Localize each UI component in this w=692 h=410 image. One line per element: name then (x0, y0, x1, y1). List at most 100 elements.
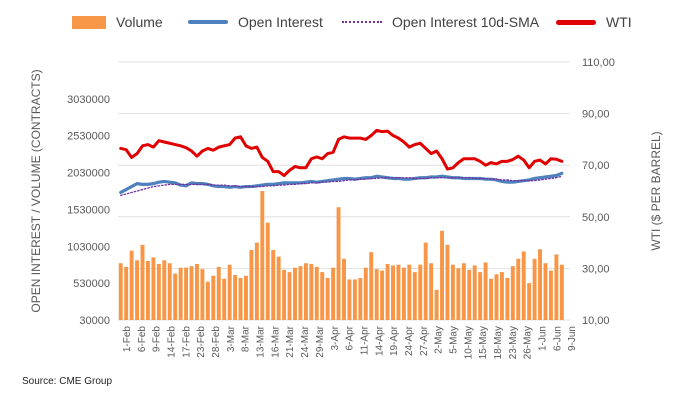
volume-bar (189, 266, 194, 320)
volume-bar (418, 264, 423, 320)
volume-bar (499, 272, 504, 320)
right-axis-tick-label: 90,00 (582, 109, 610, 121)
left-axis-tick-label: 530000 (73, 278, 110, 290)
volume-bar (282, 269, 287, 320)
volume-bar (538, 249, 543, 320)
volume-bar (276, 256, 281, 320)
x-axis-tick-label: 14-Apr (374, 325, 385, 356)
legend-item-volume: Volume (72, 14, 163, 30)
volume-bar (429, 263, 434, 320)
x-axis-tick-label: 18-May (493, 326, 504, 359)
x-axis-tick-label: 24-Mar (300, 325, 311, 357)
x-axis-tick-label: 23-May (508, 326, 519, 359)
left-axis-tick-label: 1530000 (67, 204, 110, 216)
volume-bar (467, 269, 472, 320)
right-axis-tick-label: 10,00 (582, 315, 610, 327)
legend-swatch-wti (556, 19, 596, 25)
volume-bar (314, 266, 319, 320)
x-axis-tick-label: 8-Mar (241, 325, 252, 352)
volume-bar (456, 268, 461, 320)
legend-item-open-interest: Open Interest (188, 14, 323, 30)
volume-bar (222, 278, 227, 320)
volume-bar (238, 277, 243, 320)
volume-bar (287, 272, 292, 320)
volume-bar (548, 270, 553, 320)
x-axis-tick-label: 1-Jun (538, 326, 549, 351)
volume-bar (145, 261, 150, 320)
source-note: Source: CME Group (22, 376, 113, 387)
x-axis-tick-label: 3-Mar (226, 325, 237, 352)
volume-bar (461, 263, 466, 320)
volume-bar (391, 265, 395, 320)
right-axis-title: WTI ($ PER BARREL) (649, 131, 663, 250)
x-axis-tick-label: 3-Apr (330, 325, 341, 350)
x-axis-tick-label: 13-Mar (256, 325, 267, 357)
volume-bar (233, 275, 238, 320)
x-axis-tick-label: 2-May (434, 326, 445, 354)
volume-bar (352, 279, 357, 320)
volume-bar (331, 267, 336, 320)
x-axis-tick-label: 14-Feb (167, 326, 178, 358)
left-axis-tick-label: 30000 (79, 315, 110, 327)
volume-bar (162, 260, 167, 320)
x-axis-tick-label: 6-Apr (345, 325, 356, 350)
volume-bar (336, 207, 341, 320)
volume-bar (249, 249, 254, 320)
volume-bar (412, 272, 417, 320)
x-axis-tick-label: 26-May (523, 326, 534, 359)
legend-item-oi-sma: Open Interest 10d-SMA (342, 14, 539, 30)
volume-bar (211, 275, 216, 320)
wti-line (119, 128, 564, 178)
x-axis-tick-label: 17-Feb (181, 326, 192, 358)
legend-label-wti: WTI (606, 14, 632, 30)
volume-bar (195, 263, 199, 320)
legend-label-volume: Volume (116, 14, 163, 30)
volume-bar (505, 277, 510, 320)
volume-bar (244, 275, 248, 320)
volume-bar (445, 244, 450, 320)
volume-bar (184, 267, 189, 320)
x-axis-tick-label: 19-Apr (389, 325, 400, 356)
x-axis-tick-label: 29-Mar (315, 325, 326, 357)
left-axis-tick-label: 3030000 (67, 94, 110, 106)
volume-bar (298, 266, 303, 320)
volume-bar (156, 263, 161, 320)
legend-swatch-oi-sma (342, 21, 382, 23)
oi-sma-line (120, 175, 563, 197)
volume-bar (516, 258, 521, 320)
volume-bar (124, 266, 129, 320)
volume-bar (401, 267, 406, 320)
x-axis-tick-label: 9-Feb (152, 326, 163, 353)
legend: Volume Open Interest Open Interest 10d-S… (0, 14, 692, 44)
volume-bar (423, 242, 428, 320)
x-axis-tick-label: 23-Feb (196, 326, 207, 358)
volume-bar (472, 265, 477, 320)
volume-bar (489, 278, 493, 320)
volume-bar (559, 264, 564, 320)
volume-bar (216, 266, 221, 320)
volume-bar (265, 222, 270, 320)
volume-bar (309, 263, 314, 320)
volume-bar (200, 269, 205, 320)
volume-bar (521, 251, 526, 320)
right-axis-tick-label: 30,00 (582, 263, 610, 275)
volume-bar (440, 230, 444, 320)
volume-bar (358, 277, 363, 320)
volume-bar (494, 274, 499, 320)
volume-bar (342, 258, 346, 320)
volume-bar (293, 267, 297, 320)
x-axis-tick-label: 6-Jun (552, 326, 563, 351)
volume-bar (396, 264, 401, 320)
volume-bar (478, 272, 483, 320)
volume-bar (369, 252, 374, 320)
x-axis-tick-label: 16-Mar (270, 325, 281, 357)
right-axis-tick-label: 110,00 (582, 57, 615, 69)
x-axis-tick-label: 27-Apr (419, 325, 430, 356)
volume-bar (129, 250, 134, 320)
volume-bar (483, 262, 488, 320)
volume-bar (303, 263, 308, 320)
left-axis-tick-label: 1030000 (67, 241, 110, 253)
volume-bar (385, 263, 390, 320)
